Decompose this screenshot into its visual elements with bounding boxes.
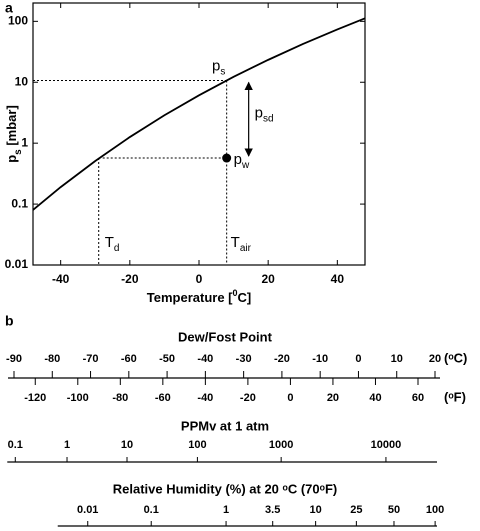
pw-label: pw <box>234 151 250 171</box>
scale-tick-label: 1 <box>223 504 229 516</box>
panel-label: a <box>5 0 13 16</box>
scale-tick-label: -70 <box>83 353 99 365</box>
scale-tick-label: -20 <box>274 353 290 365</box>
curve <box>32 17 366 211</box>
scale-tick-label: -60 <box>155 392 171 404</box>
scale-unit: (ᵒF) <box>444 389 466 404</box>
scale-tick-label: 10 <box>391 353 403 365</box>
scale-tick-label: 1000 <box>269 439 293 451</box>
tair-label: Tair <box>231 234 252 254</box>
scale-tick-label: 10 <box>121 439 133 451</box>
tair-label-sub: air <box>240 243 252 254</box>
x-tick-label: 0 <box>196 272 203 286</box>
scale-tick-label: -50 <box>159 353 175 365</box>
pw-label-main: p <box>234 151 242 168</box>
psd-label-main: p <box>255 104 263 121</box>
psd-label-sub: sd <box>263 113 274 124</box>
y-axis-label: ps [mbar] <box>4 105 23 163</box>
scale-tick-label: 40 <box>369 392 381 404</box>
psd-label: psd <box>255 104 274 124</box>
plot-frame <box>32 2 366 266</box>
scale-tick-label: -30 <box>236 353 252 365</box>
scale-tick-label: -40 <box>197 392 213 404</box>
scale-tick-label: 25 <box>350 504 362 516</box>
scale-tick-label: -120 <box>24 392 46 404</box>
scale-title: Dew/Fost Point <box>178 329 273 344</box>
x-tick-label: 40 <box>331 272 345 286</box>
scale-tick-label: 100 <box>426 504 444 516</box>
scale-tick-label: 20 <box>429 353 441 365</box>
scale-tick-label: -10 <box>312 353 328 365</box>
x-tick-label: -20 <box>121 272 139 286</box>
scale-tick-label: 0.01 <box>77 504 98 516</box>
scale-tick-label: -20 <box>240 392 256 404</box>
scale-title: PPMv at 1 atm <box>181 418 269 433</box>
x-axis-label-unit: C] <box>238 290 252 305</box>
y-tick-label: 0.1 <box>11 196 28 210</box>
scale-tick-label: -60 <box>121 353 137 365</box>
y-axis-label-main: p <box>4 155 19 163</box>
y-tick-label: 0.01 <box>5 257 29 271</box>
ps-label: ps <box>212 57 225 77</box>
y-axis-label-unit: [mbar] <box>4 105 19 149</box>
panel-label: b <box>5 313 14 329</box>
x-tick-label: -40 <box>52 272 70 286</box>
scale-tick-label: -80 <box>112 392 128 404</box>
scale-tick-label: 0 <box>355 353 361 365</box>
scale-tick-label: 10000 <box>371 439 402 451</box>
td-label-sub: d <box>114 243 120 254</box>
y-tick-label: 100 <box>8 14 28 28</box>
y-tick-label: 1 <box>21 135 28 149</box>
scale-tick-label: 3.5 <box>265 504 280 516</box>
scale-tick-label: -100 <box>67 392 89 404</box>
scale-title: Relative Humidity (%) at 20 ᵒC (70ᵒF) <box>113 481 338 496</box>
td-label-main: T <box>105 234 114 251</box>
scale-tick-label: -90 <box>6 353 22 365</box>
scale-tick-label: 100 <box>188 439 206 451</box>
x-tick-label: 20 <box>261 272 275 286</box>
td-label: Td <box>105 234 120 254</box>
scale-tick-label: 0.1 <box>144 504 159 516</box>
scale-unit: (ᵒC) <box>444 350 467 365</box>
tair-label-main: T <box>231 234 240 251</box>
scale-tick-label: 50 <box>388 504 400 516</box>
scale-tick-label: 20 <box>327 392 339 404</box>
x-axis-label: Temperature [0C] <box>147 288 251 305</box>
vapor-point <box>222 153 232 163</box>
scale-tick-label: -80 <box>44 353 60 365</box>
x-axis-label-main: Temperature [ <box>147 290 233 305</box>
scale-tick-label: 10 <box>310 504 322 516</box>
scale-tick-label: 0.1 <box>8 439 23 451</box>
y-tick-label: 10 <box>15 74 29 88</box>
ps-label-main: p <box>212 57 220 74</box>
scale-tick-label: -40 <box>197 353 213 365</box>
ps-label-sub: s <box>220 66 225 77</box>
scale-tick-label: 0 <box>287 392 293 404</box>
scale-tick-label: 1 <box>64 439 70 451</box>
x-axis-label-sup: 0 <box>233 288 238 298</box>
scale-tick-label: 60 <box>412 392 424 404</box>
pw-label-sub: w <box>241 160 250 171</box>
y-axis-label-sub: s <box>13 149 24 155</box>
